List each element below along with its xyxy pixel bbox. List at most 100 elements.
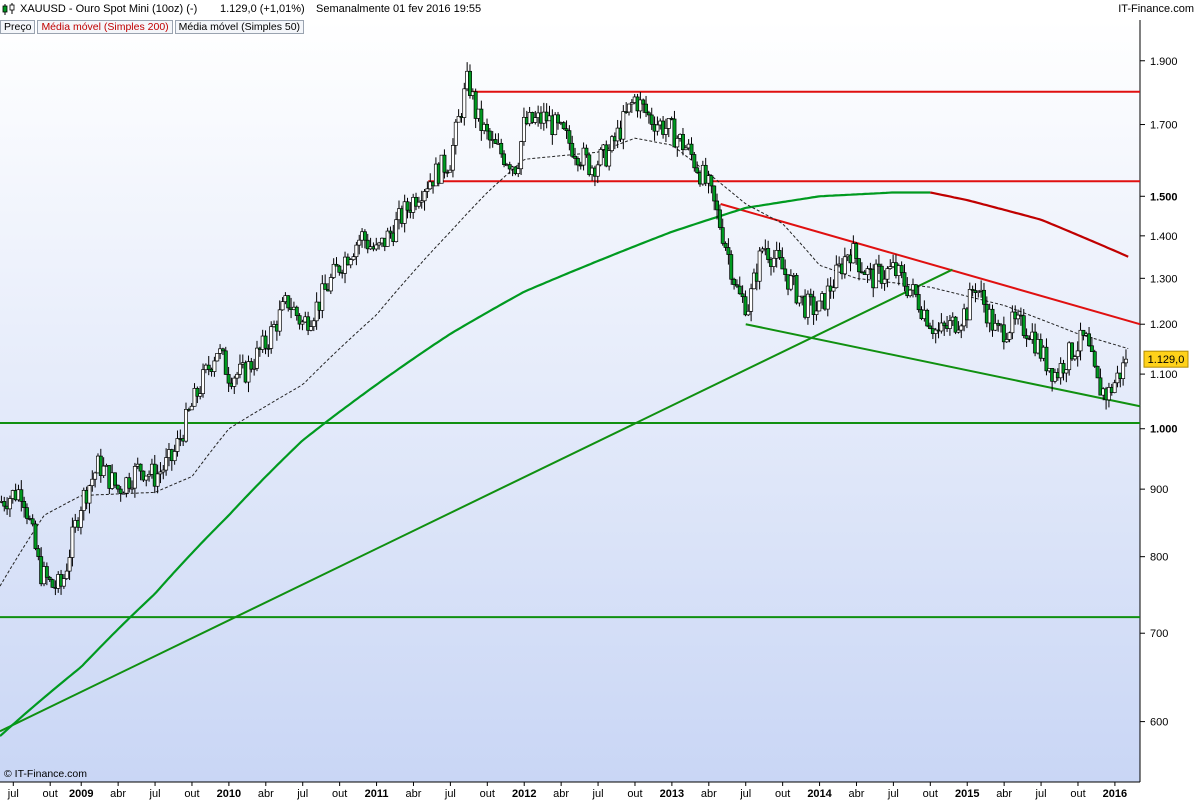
candle-body bbox=[422, 191, 427, 202]
candle-body bbox=[982, 289, 986, 305]
candle-body bbox=[783, 268, 788, 275]
candle-body bbox=[1124, 358, 1128, 364]
candle-body bbox=[294, 306, 299, 316]
candle-body bbox=[993, 322, 998, 331]
candle-body bbox=[519, 141, 524, 170]
candle-body bbox=[277, 309, 282, 332]
x-tick-label: abr bbox=[996, 788, 1012, 800]
candle-body bbox=[487, 130, 492, 141]
candle-body bbox=[362, 231, 367, 241]
candle-body bbox=[499, 142, 504, 155]
candle-body bbox=[161, 469, 166, 473]
candle-body bbox=[1078, 329, 1083, 352]
candle-body bbox=[575, 158, 580, 166]
candle-body bbox=[90, 478, 95, 487]
candle-body bbox=[113, 472, 117, 486]
candle-body bbox=[246, 361, 251, 383]
y-tick-label: 1.200 bbox=[1150, 319, 1178, 331]
candle-body bbox=[967, 289, 972, 321]
candle-body bbox=[666, 118, 671, 129]
candle-body bbox=[323, 283, 328, 290]
candle-body bbox=[729, 254, 734, 280]
x-axis-ticks: jul out 2009 abr jul out 2010 abr jul out 2011 abr j… bbox=[7, 782, 1127, 800]
trend-line bbox=[0, 268, 953, 733]
x-tick-label: 2012 bbox=[512, 788, 536, 800]
candle-body bbox=[749, 288, 754, 312]
candle-body bbox=[1061, 363, 1066, 374]
candle-body bbox=[130, 487, 134, 490]
candle-body bbox=[695, 167, 700, 173]
candle-body bbox=[817, 300, 822, 312]
candle-body bbox=[814, 310, 819, 315]
candle-body bbox=[462, 88, 467, 118]
candle-body bbox=[44, 566, 49, 578]
legend-item-ma200[interactable]: Média móvel (Simples 200) bbox=[37, 20, 173, 34]
candle-body bbox=[331, 263, 336, 278]
candle-body bbox=[1010, 311, 1015, 334]
candle-body bbox=[1007, 332, 1012, 340]
candle-body bbox=[138, 463, 143, 472]
candle-body bbox=[1121, 362, 1126, 379]
candle-body bbox=[956, 329, 961, 333]
candle-body bbox=[448, 169, 453, 173]
candle-body bbox=[598, 149, 603, 166]
candle-body bbox=[743, 296, 748, 316]
candle-body bbox=[132, 466, 137, 489]
candle-body bbox=[1001, 324, 1006, 343]
candle-body bbox=[192, 388, 197, 407]
candle-body bbox=[726, 247, 731, 255]
candle-body bbox=[184, 409, 188, 442]
candle-body bbox=[888, 266, 893, 269]
y-tick-label: 1.700 bbox=[1150, 120, 1178, 132]
x-tick-label: 2010 bbox=[217, 788, 241, 800]
candle-body bbox=[644, 103, 648, 114]
candle-body bbox=[1016, 314, 1021, 320]
candle-body bbox=[442, 154, 447, 173]
candle-body bbox=[502, 153, 507, 166]
x-tick-label: abr bbox=[110, 788, 126, 800]
candle-body bbox=[249, 361, 254, 370]
candle-body bbox=[610, 136, 614, 152]
candle-body bbox=[87, 485, 92, 504]
candle-body bbox=[570, 142, 575, 157]
candle-body bbox=[882, 278, 887, 284]
candle-body bbox=[348, 259, 353, 266]
candle-body bbox=[121, 492, 126, 495]
legend-item-price[interactable]: Preço bbox=[0, 20, 36, 34]
candle-body bbox=[797, 295, 802, 304]
candle-body bbox=[269, 326, 274, 349]
candle-body bbox=[584, 147, 589, 156]
candle-body bbox=[777, 250, 782, 258]
candle-body bbox=[760, 248, 765, 252]
candle-body bbox=[831, 287, 836, 292]
candle-body bbox=[147, 473, 152, 477]
candle-body bbox=[25, 507, 29, 519]
candle-body bbox=[385, 230, 390, 247]
candle-body bbox=[766, 248, 771, 260]
x-tick-label: abr bbox=[258, 788, 274, 800]
y-tick-label: 800 bbox=[1150, 552, 1168, 564]
candle-body bbox=[561, 122, 566, 130]
candle-body bbox=[314, 301, 319, 322]
legend-item-ma50[interactable]: Média móvel (Simples 50) bbox=[174, 20, 305, 34]
candle-body bbox=[703, 164, 708, 184]
ma50-series bbox=[0, 137, 1129, 587]
x-tick-label: jul bbox=[1035, 788, 1047, 800]
candle-body bbox=[374, 244, 379, 250]
candle-body bbox=[456, 116, 461, 123]
candle-body bbox=[351, 256, 356, 260]
candle-body bbox=[144, 475, 149, 481]
candle-body bbox=[567, 130, 572, 144]
candle-body bbox=[723, 243, 728, 248]
candle-body bbox=[732, 278, 737, 285]
ma50-line bbox=[0, 137, 1129, 587]
candle-body bbox=[394, 219, 399, 242]
y-tick-label: 900 bbox=[1150, 484, 1168, 496]
x-tick-label: jul bbox=[444, 788, 456, 800]
x-tick-label: out bbox=[627, 788, 642, 800]
candles bbox=[0, 62, 1128, 596]
candle-body bbox=[334, 263, 339, 267]
x-tick-label: 2013 bbox=[660, 788, 684, 800]
ma200-line-late bbox=[930, 191, 1129, 258]
candle-body bbox=[908, 289, 913, 297]
